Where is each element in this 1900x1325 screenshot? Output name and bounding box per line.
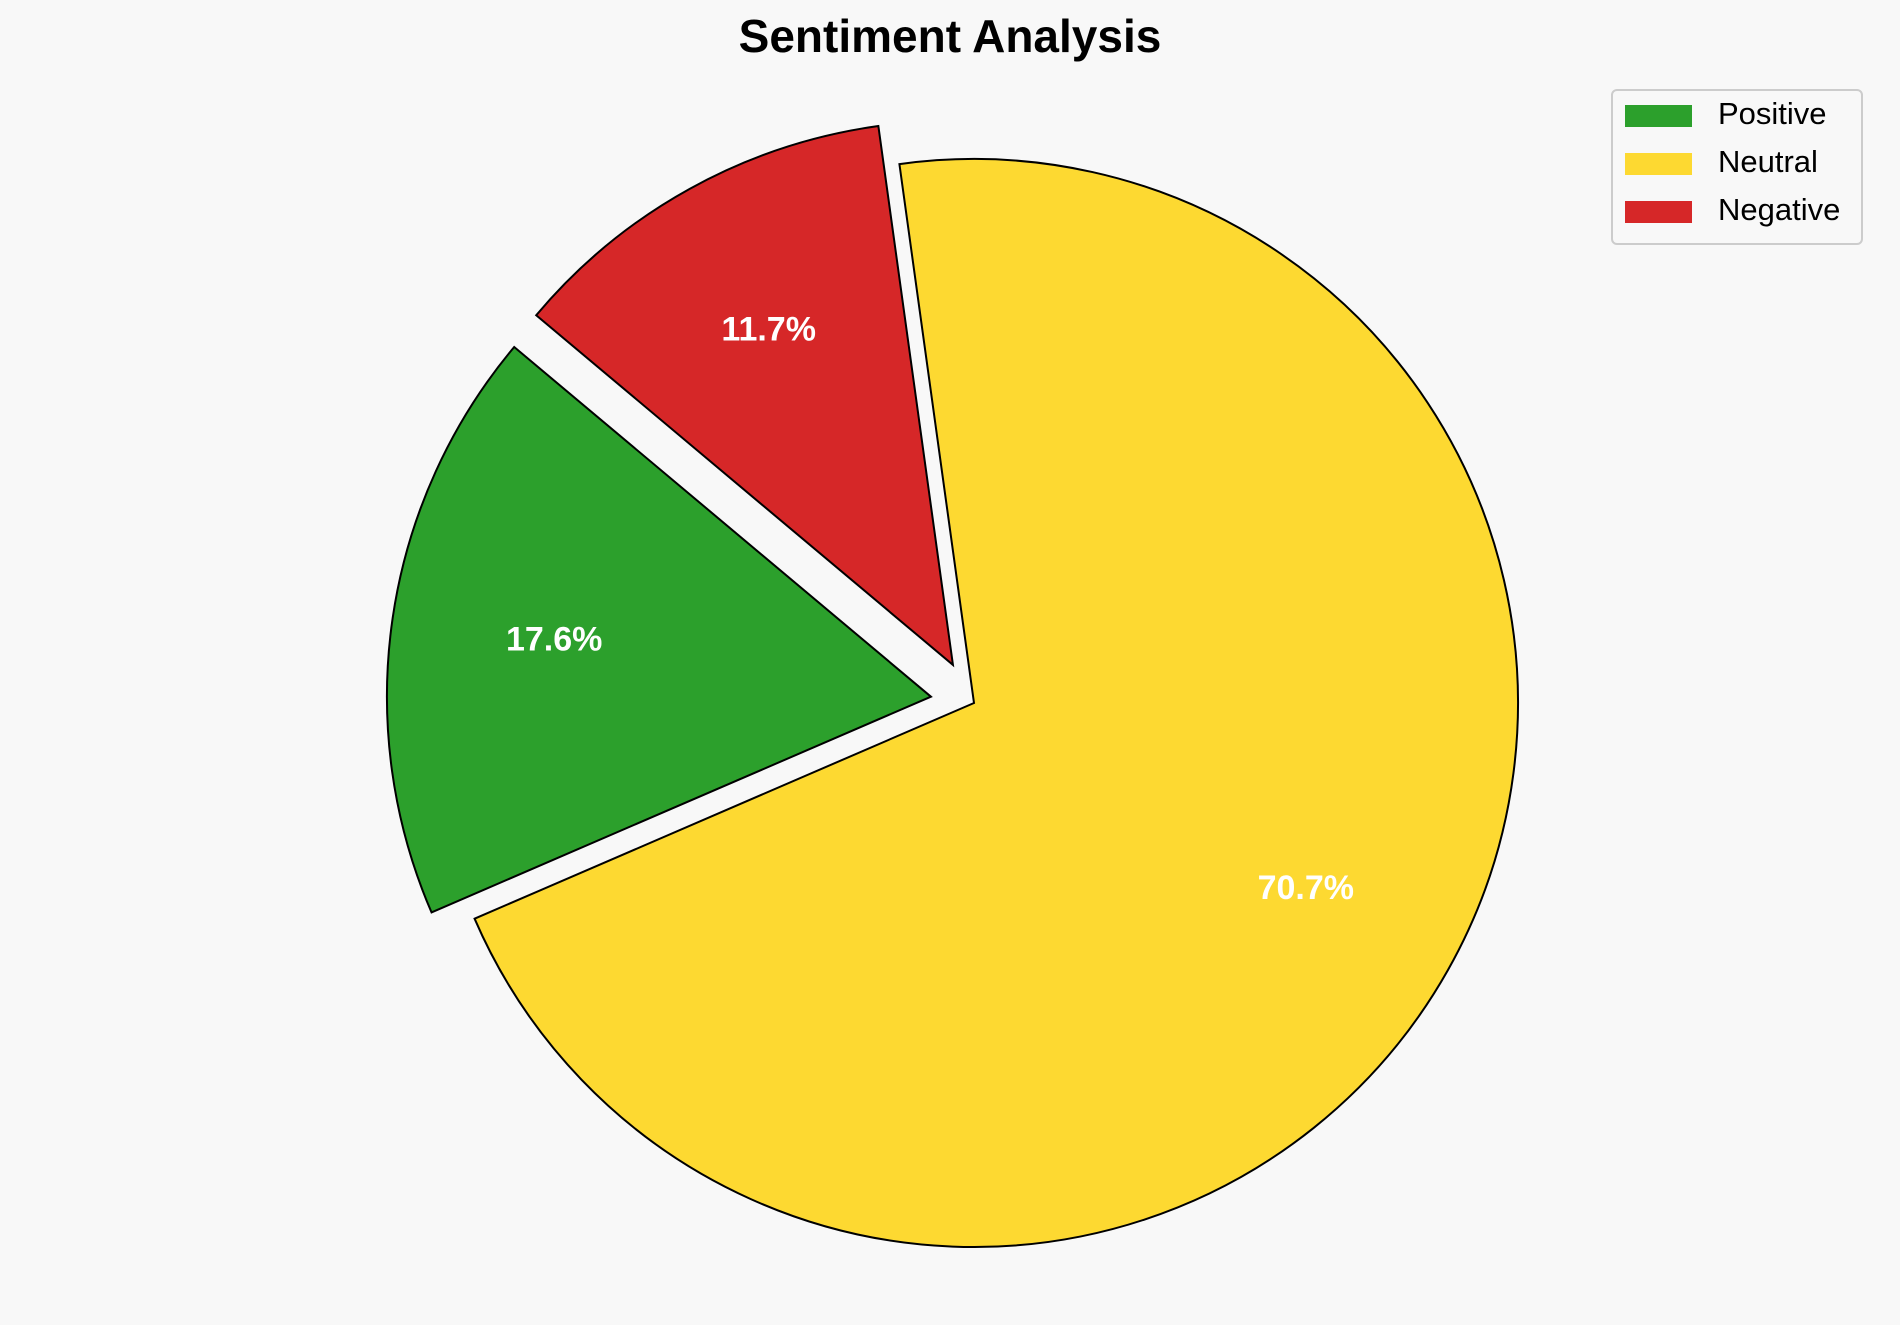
legend-swatch [1625,153,1692,175]
legend-swatch [1625,105,1692,127]
chart-title: Sentiment Analysis [739,10,1162,62]
slice-label: 11.7% [721,311,816,349]
legend-label: Neutral [1718,144,1818,179]
slice-label: 17.6% [506,621,602,659]
legend-swatch [1625,201,1692,223]
legend-label: Negative [1718,192,1840,227]
pie-slice [473,158,1519,1248]
pie-slice [534,124,955,668]
pie-slice [386,345,933,914]
legend-label: Positive [1718,96,1827,131]
slice-label: 70.7% [1258,869,1354,907]
